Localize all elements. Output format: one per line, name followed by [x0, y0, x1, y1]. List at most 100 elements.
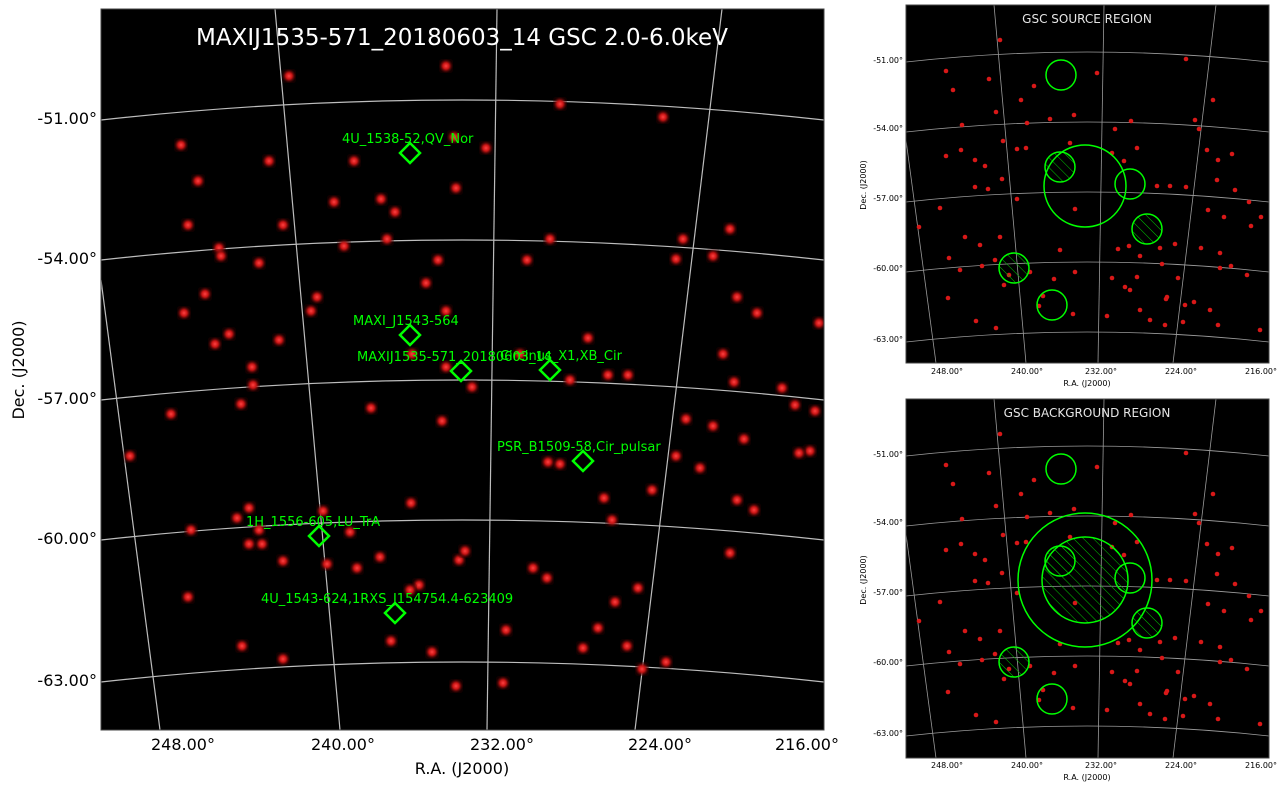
count-dot	[959, 516, 965, 522]
count-dot	[946, 649, 952, 655]
count-dot	[1180, 319, 1186, 325]
count-dot	[1094, 70, 1100, 76]
count-blob	[403, 583, 417, 597]
count-blob	[747, 503, 761, 517]
count-dot	[1172, 241, 1178, 247]
count-blob	[304, 304, 318, 318]
count-dot	[1126, 243, 1132, 249]
bkg-dec-tick-57: -57.00°	[873, 588, 903, 597]
count-blob	[272, 333, 286, 347]
bkg-region-psr1509	[1131, 607, 1163, 639]
count-blob	[723, 222, 737, 236]
count-dot	[1182, 696, 1188, 702]
src-dec-tick-54: -54.00°	[873, 124, 903, 133]
count-dot	[997, 431, 1003, 437]
grid-ra-248	[101, 279, 161, 730]
count-blob	[123, 449, 137, 463]
count-dot	[1104, 313, 1110, 319]
count-dot	[997, 37, 1003, 43]
count-blob	[419, 276, 433, 290]
source-marker	[571, 449, 595, 473]
count-blob	[234, 397, 248, 411]
count-blob	[431, 253, 445, 267]
count-dot	[1122, 678, 1128, 684]
count-dot	[993, 325, 999, 331]
bkg-ra-tick-216: 216.00°	[1245, 761, 1277, 770]
count-blob	[563, 373, 577, 387]
count-blob	[384, 634, 398, 648]
count-dot	[982, 163, 988, 169]
count-dot	[999, 176, 1005, 182]
count-dot	[1134, 274, 1140, 280]
src-region-maxi1543	[1044, 151, 1076, 183]
count-dot	[1126, 637, 1132, 643]
count-dot	[979, 657, 985, 663]
count-dot	[999, 570, 1005, 576]
count-blob	[465, 380, 479, 394]
count-blob	[513, 347, 527, 361]
count-blob	[245, 360, 259, 374]
source-marker	[398, 323, 422, 347]
count-dot	[1221, 214, 1227, 220]
count-blob	[388, 205, 402, 219]
count-blob	[262, 154, 276, 168]
count-blob	[591, 621, 605, 635]
bkg-region-maxi1543	[1044, 545, 1076, 577]
main-dec-tick-51: -51.00°	[37, 109, 97, 128]
count-dot	[945, 295, 951, 301]
main-dec-tick-60: -60.00°	[37, 529, 97, 548]
count-dot	[986, 76, 992, 82]
source-ylabel: Dec. (J2000)	[859, 160, 868, 210]
count-blob	[282, 69, 296, 83]
source-marker	[398, 141, 422, 165]
count-dot	[993, 719, 999, 725]
count-blob	[449, 679, 463, 693]
count-dot	[972, 551, 978, 557]
bkg-ra-tick-240: 240.00°	[1011, 761, 1043, 770]
count-blob	[276, 554, 290, 568]
count-dot	[1137, 647, 1143, 653]
count-dot	[1014, 146, 1020, 152]
count-blob	[458, 544, 472, 558]
count-dot	[1134, 539, 1140, 545]
count-dot	[1023, 539, 1029, 545]
count-dot	[997, 234, 1003, 240]
count-blob	[222, 327, 236, 341]
count-dot	[1204, 147, 1210, 153]
count-dot	[1072, 269, 1078, 275]
src-ra-tick-232: 232.00°	[1085, 367, 1117, 376]
src-dec-tick-63: -63.00°	[873, 335, 903, 344]
count-dot	[1134, 145, 1140, 151]
count-blob	[723, 546, 737, 560]
count-blob	[693, 461, 707, 475]
count-blob	[581, 331, 595, 345]
count-dot	[1244, 666, 1250, 672]
count-dot	[973, 318, 979, 324]
count-blob	[679, 412, 693, 426]
count-blob	[553, 97, 567, 111]
count-blob	[803, 444, 817, 458]
src-ra-tick-240: 240.00°	[1011, 367, 1043, 376]
count-dot	[1128, 118, 1134, 124]
count-dot	[1215, 551, 1221, 557]
bkg-region-cirx1	[1114, 562, 1146, 594]
count-blob	[364, 401, 378, 415]
src-region-target	[1043, 144, 1127, 228]
count-blob	[373, 550, 387, 564]
count-blob	[597, 491, 611, 505]
count-dot	[1217, 644, 1223, 650]
count-dot	[1162, 716, 1168, 722]
count-dot	[1000, 532, 1006, 538]
main-count-blobs	[123, 59, 824, 693]
count-blob	[716, 347, 730, 361]
count-blob	[181, 590, 195, 604]
count-blob	[706, 419, 720, 433]
main-dec-tick-57: -57.00°	[37, 389, 97, 408]
grid-dec-60	[101, 519, 824, 541]
src-dec-tick-57: -57.00°	[873, 194, 903, 203]
count-blob	[337, 239, 351, 253]
count-dot	[985, 186, 991, 192]
count-dot	[1071, 506, 1077, 512]
count-dot	[1112, 520, 1118, 526]
src-region-1h1556	[998, 252, 1030, 284]
